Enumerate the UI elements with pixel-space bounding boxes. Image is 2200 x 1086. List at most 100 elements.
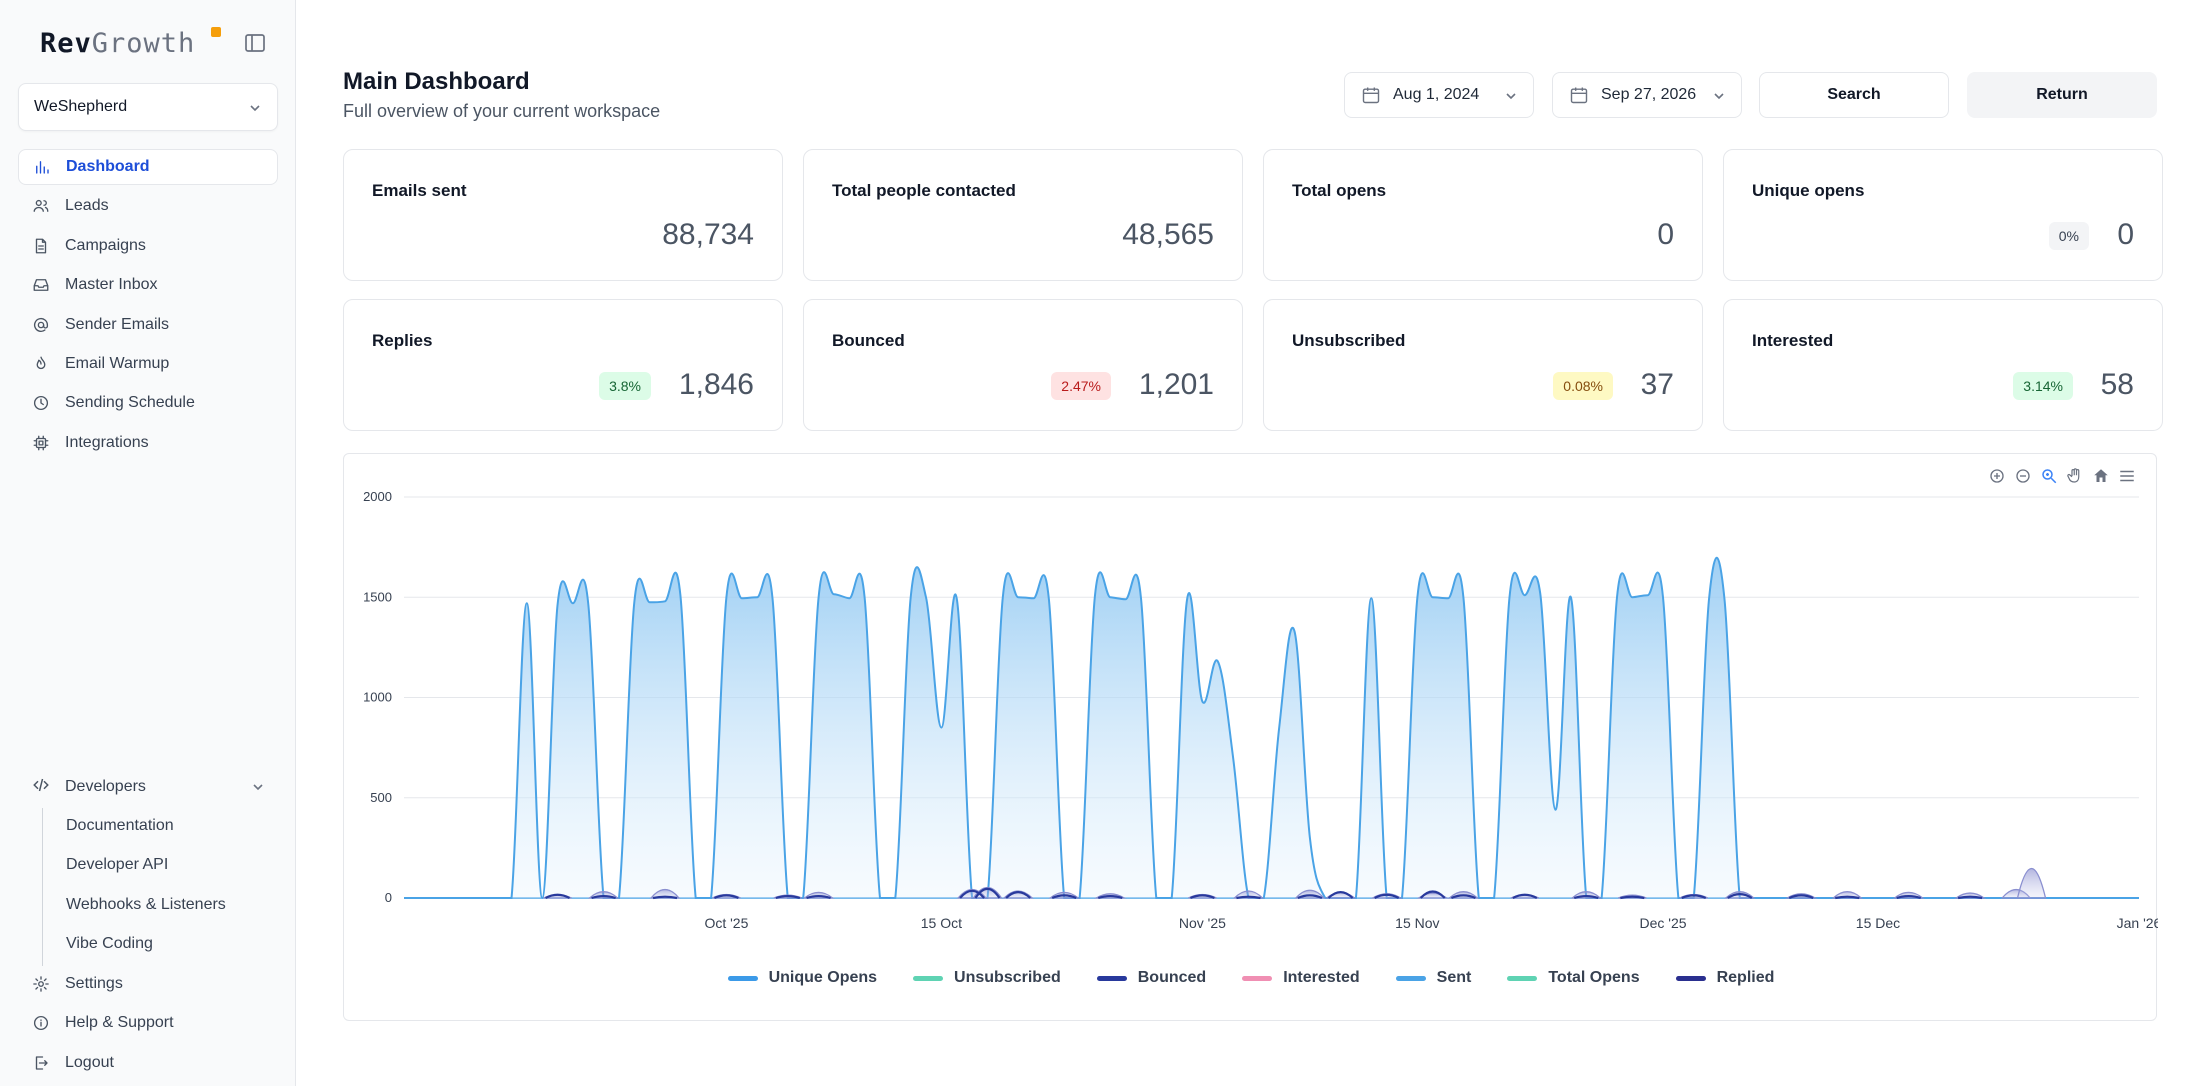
sidebar-item-dashboard[interactable]: Dashboard bbox=[18, 149, 278, 185]
bounced-point bbox=[959, 889, 985, 899]
bounced-point bbox=[1573, 894, 1599, 900]
legend-item[interactable]: Sent bbox=[1395, 969, 1472, 987]
stat-title: Interested bbox=[1752, 331, 1834, 350]
stat-value: 1,846 bbox=[678, 368, 754, 401]
sidebar: RevGrowth WeShepherd Dashboard Leads Campa… bbox=[0, 0, 296, 1086]
page-subtitle: Full overview of your current workspace bbox=[343, 101, 661, 121]
bounced-point bbox=[1189, 894, 1215, 900]
chevron-down-icon bbox=[247, 100, 263, 116]
sidebar-item-label: Logout bbox=[65, 1053, 114, 1071]
developers-subitem[interactable]: Developer API bbox=[66, 856, 169, 874]
sidebar-item-help[interactable]: Help & Support bbox=[18, 1005, 278, 1041]
legend-item[interactable]: Unique Opens bbox=[727, 969, 877, 987]
logo-badge-icon bbox=[211, 27, 221, 37]
developers-subitem[interactable]: Vibe Coding bbox=[66, 935, 153, 953]
bounced-point bbox=[1620, 895, 1645, 900]
bounced-point bbox=[974, 887, 1001, 899]
bounced-point bbox=[1374, 893, 1400, 899]
bounced-point bbox=[652, 895, 678, 900]
legend-label: Sent bbox=[1436, 969, 1472, 986]
end-date-value: Sep 27, 2026 bbox=[1601, 86, 1697, 103]
chart-svg: 2000 1500 1000 500 0 Oct '25 15 Oct Nov '25 15 N… bbox=[363, 489, 2158, 931]
x-tick-label: Dec '25 bbox=[1640, 915, 1687, 931]
flame-icon bbox=[32, 355, 50, 373]
stat-badge: 0% bbox=[2048, 222, 2089, 250]
stat-value: 48,565 bbox=[1122, 218, 1214, 251]
legend-swatch bbox=[1395, 975, 1426, 981]
stat-title: Replies bbox=[372, 331, 433, 350]
legend-item[interactable]: Interested bbox=[1242, 969, 1360, 987]
magnifier-icon[interactable] bbox=[2038, 465, 2060, 487]
zoom-out-icon[interactable] bbox=[2012, 465, 2034, 487]
x-tick-label: Nov '25 bbox=[1179, 915, 1226, 931]
x-tick-label: Oct '25 bbox=[704, 915, 748, 931]
sidebar-item-master-inbox[interactable]: Master Inbox bbox=[18, 267, 278, 303]
legend-label: Replied bbox=[1716, 969, 1775, 986]
bounced-point bbox=[1297, 894, 1323, 900]
stat-title: Unique opens bbox=[1752, 181, 1865, 200]
activity-chart: 2000 1500 1000 500 0 Oct '25 15 Oct Nov '25 15 N… bbox=[343, 453, 2158, 1021]
bounced-point bbox=[1788, 894, 1814, 900]
menu-icon[interactable] bbox=[2116, 465, 2138, 487]
pan-hand-icon[interactable] bbox=[2064, 465, 2086, 487]
sidebar-item-label: Leads bbox=[65, 197, 109, 215]
sidebar-item-settings[interactable]: Settings bbox=[18, 966, 278, 1002]
file-icon bbox=[32, 237, 50, 255]
stat-title: Total opens bbox=[1292, 181, 1387, 200]
workspace-select[interactable]: WeShepherd bbox=[18, 83, 278, 131]
legend-swatch bbox=[1242, 975, 1273, 981]
stat-card: Bounced 1,201 2.47% bbox=[803, 299, 1243, 431]
sidebar-item-campaigns[interactable]: Campaigns bbox=[18, 228, 278, 264]
legend-item[interactable]: Unsubscribed bbox=[913, 969, 1061, 987]
logout-icon bbox=[32, 1054, 50, 1072]
stat-value: 88,734 bbox=[662, 218, 754, 251]
chevron-down-icon bbox=[1711, 88, 1727, 104]
legend-item[interactable]: Bounced bbox=[1096, 969, 1206, 987]
home-reset-icon[interactable] bbox=[2090, 465, 2112, 487]
bounced-point bbox=[1512, 893, 1538, 899]
stat-badge: 3.8% bbox=[599, 372, 651, 400]
sidebar-toggle-icon[interactable] bbox=[243, 31, 267, 55]
bounced-point bbox=[1327, 891, 1354, 899]
stat-card: Replies 1,846 3.8% bbox=[343, 299, 783, 431]
bounced-point bbox=[1450, 894, 1476, 900]
legend-item[interactable]: Total Opens bbox=[1507, 969, 1640, 987]
sidebar-item-label: Settings bbox=[65, 975, 123, 992]
sidebar-item-integrations[interactable]: Integrations bbox=[18, 425, 278, 461]
developers-subitem[interactable]: Webhooks & Listeners bbox=[66, 895, 226, 913]
y-tick-label: 0 bbox=[385, 890, 392, 905]
zoom-in-icon[interactable] bbox=[1986, 465, 2008, 487]
x-tick-label: Jan '26 bbox=[2117, 915, 2158, 931]
sidebar-item-sender-emails[interactable]: Sender Emails bbox=[18, 307, 278, 343]
bounced-point bbox=[713, 894, 739, 900]
bar-chart-icon bbox=[33, 158, 51, 176]
stat-value: 1,201 bbox=[1138, 368, 1214, 401]
stat-value: 0 bbox=[1657, 218, 1674, 251]
y-tick-label: 2000 bbox=[363, 489, 392, 504]
sidebar-item-email-warmup[interactable]: Email Warmup bbox=[18, 346, 278, 382]
developers-label: Developers bbox=[65, 778, 146, 795]
sidebar-item-label: Dashboard bbox=[66, 158, 150, 175]
sidebar-item-leads[interactable]: Leads bbox=[18, 188, 278, 224]
search-button[interactable]: Search bbox=[1759, 72, 1949, 118]
end-date-picker[interactable]: Sep 27, 2026 bbox=[1552, 72, 1742, 118]
stat-badge: 3.14% bbox=[2013, 372, 2073, 400]
bounced-point bbox=[1896, 894, 1922, 900]
sidebar-item-sending-schedule[interactable]: Sending Schedule bbox=[18, 385, 278, 421]
logo-text-a: Rev bbox=[40, 28, 92, 59]
sidebar-item-label: Integrations bbox=[65, 433, 149, 451]
logo: RevGrowth bbox=[40, 28, 195, 59]
developers-toggle[interactable]: Developers bbox=[18, 769, 278, 805]
return-button[interactable]: Return bbox=[1967, 72, 2157, 118]
sidebar-item-label: Master Inbox bbox=[65, 276, 158, 294]
stat-title: Emails sent bbox=[372, 181, 467, 200]
users-icon bbox=[32, 197, 50, 215]
legend-item[interactable]: Replied bbox=[1675, 969, 1775, 987]
developers-subitem[interactable]: Documentation bbox=[66, 817, 174, 834]
sidebar-item-label: Sender Emails bbox=[65, 315, 170, 333]
chevron-down-icon bbox=[250, 779, 266, 795]
bounced-point bbox=[1236, 895, 1261, 900]
bounced-point bbox=[775, 894, 801, 900]
sidebar-item-logout[interactable]: Logout bbox=[18, 1045, 278, 1081]
start-date-picker[interactable]: Aug 1, 2024 bbox=[1344, 72, 1534, 118]
